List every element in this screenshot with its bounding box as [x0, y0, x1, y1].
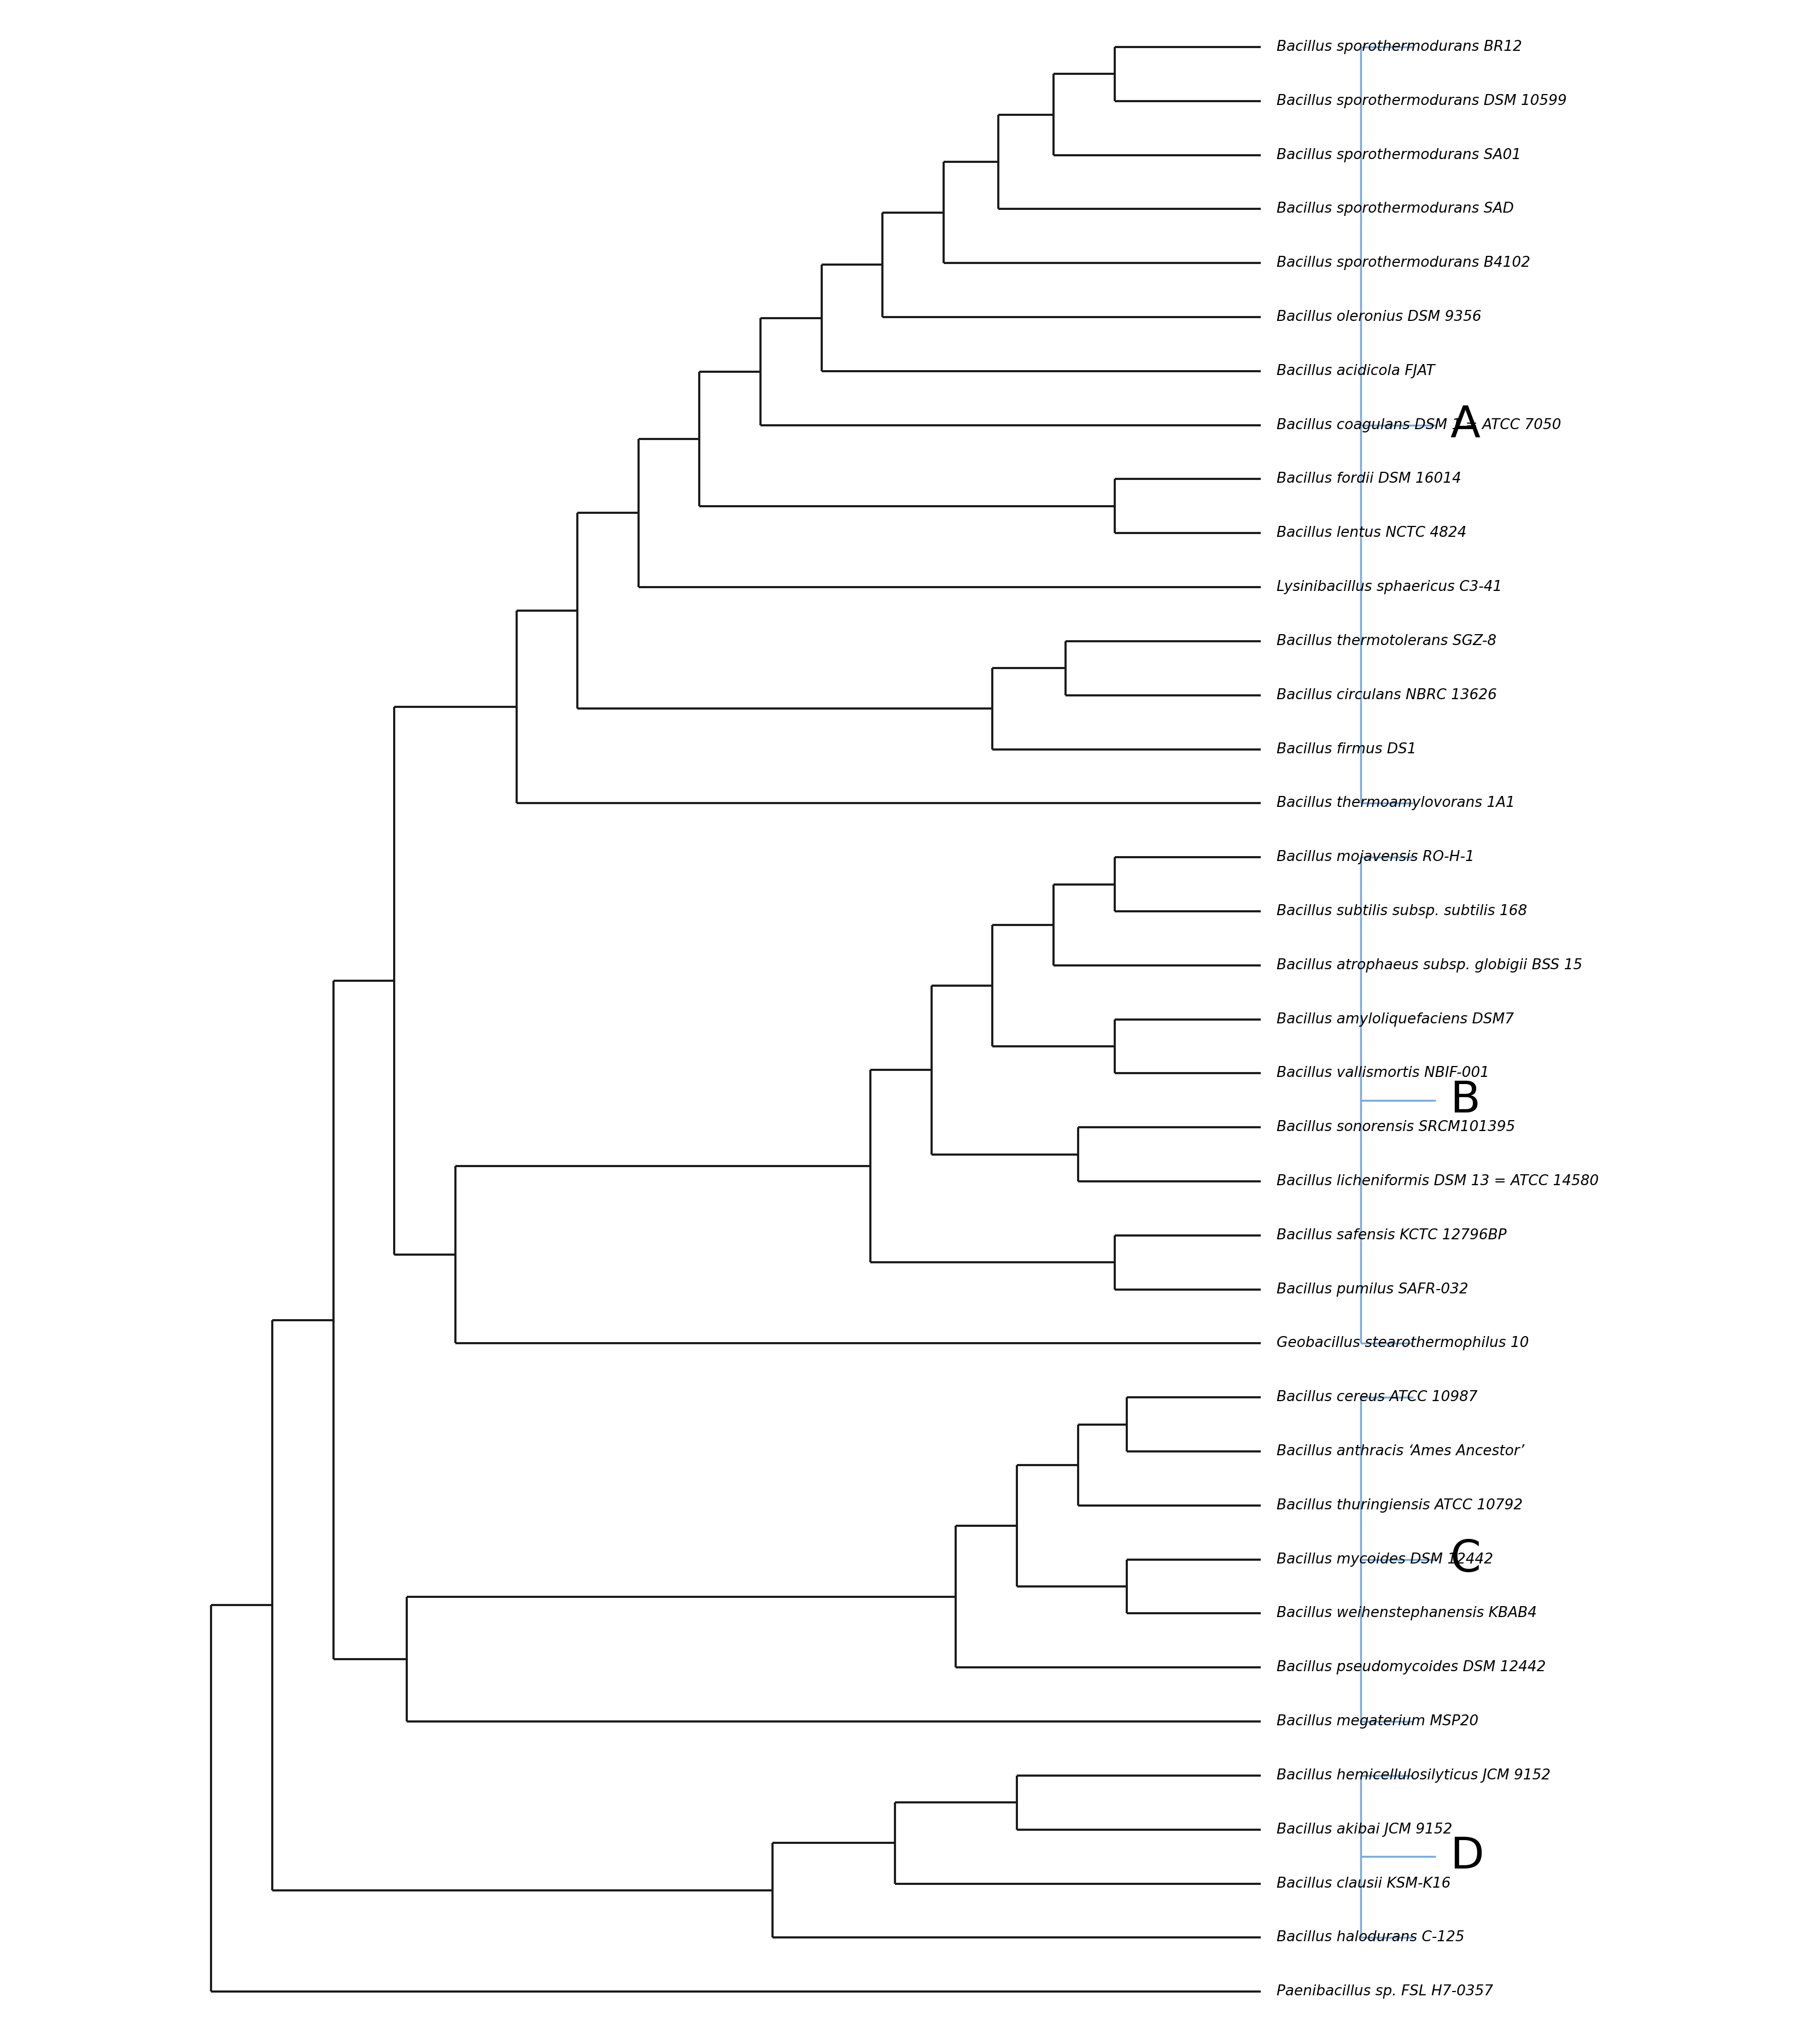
Text: Bacillus licheniformis DSM 13 = ATCC 14580: Bacillus licheniformis DSM 13 = ATCC 145…: [1277, 1173, 1598, 1188]
Text: Bacillus mycoides DSM 12442: Bacillus mycoides DSM 12442: [1277, 1551, 1493, 1566]
Text: Bacillus sporothermodurans DSM 10599: Bacillus sporothermodurans DSM 10599: [1277, 94, 1567, 108]
Text: Bacillus sporothermodurans SAD: Bacillus sporothermodurans SAD: [1277, 202, 1515, 217]
Text: Bacillus sporothermodurans B4102: Bacillus sporothermodurans B4102: [1277, 256, 1531, 270]
Text: Bacillus amyloliquefaciens DSM7: Bacillus amyloliquefaciens DSM7: [1277, 1012, 1515, 1026]
Text: Bacillus coagulans DSM 1 = ATCC 7050: Bacillus coagulans DSM 1 = ATCC 7050: [1277, 419, 1562, 431]
Text: B: B: [1449, 1079, 1480, 1122]
Text: Bacillus akibai JCM 9152: Bacillus akibai JCM 9152: [1277, 1823, 1453, 1838]
Text: Bacillus subtilis subsp. subtilis 168: Bacillus subtilis subsp. subtilis 168: [1277, 903, 1527, 918]
Text: Paenibacillus sp. FSL H7-0357: Paenibacillus sp. FSL H7-0357: [1277, 1985, 1493, 1999]
Text: Bacillus anthracis ‘Ames Ancestor’: Bacillus anthracis ‘Ames Ancestor’: [1277, 1445, 1524, 1459]
Text: Bacillus thermoamylovorans 1A1: Bacillus thermoamylovorans 1A1: [1277, 795, 1515, 809]
Text: Bacillus circulans NBRC 13626: Bacillus circulans NBRC 13626: [1277, 689, 1497, 703]
Text: Bacillus sporothermodurans SA01: Bacillus sporothermodurans SA01: [1277, 147, 1522, 161]
Text: D: D: [1449, 1836, 1484, 1878]
Text: Bacillus thermotolerans SGZ-8: Bacillus thermotolerans SGZ-8: [1277, 634, 1497, 648]
Text: Bacillus vallismortis NBIF-001: Bacillus vallismortis NBIF-001: [1277, 1067, 1489, 1081]
Text: Bacillus pseudomycoides DSM 12442: Bacillus pseudomycoides DSM 12442: [1277, 1660, 1546, 1674]
Text: Bacillus thuringiensis ATCC 10792: Bacillus thuringiensis ATCC 10792: [1277, 1498, 1524, 1513]
Text: Bacillus mojavensis RO-H-1: Bacillus mojavensis RO-H-1: [1277, 850, 1475, 865]
Text: Bacillus fordii DSM 16014: Bacillus fordii DSM 16014: [1277, 472, 1462, 486]
Text: Bacillus sporothermodurans BR12: Bacillus sporothermodurans BR12: [1277, 41, 1522, 53]
Text: Bacillus halodurans C-125: Bacillus halodurans C-125: [1277, 1930, 1464, 1944]
Text: Bacillus sonorensis SRCM101395: Bacillus sonorensis SRCM101395: [1277, 1120, 1515, 1134]
Text: Bacillus oleronius DSM 9356: Bacillus oleronius DSM 9356: [1277, 311, 1482, 325]
Text: A: A: [1449, 405, 1480, 446]
Text: C: C: [1449, 1539, 1480, 1580]
Text: Geobacillus stearothermophilus 10: Geobacillus stearothermophilus 10: [1277, 1337, 1529, 1351]
Text: Bacillus safensis KCTC 12796BP: Bacillus safensis KCTC 12796BP: [1277, 1228, 1507, 1243]
Text: Bacillus hemicellulosilyticus JCM 9152: Bacillus hemicellulosilyticus JCM 9152: [1277, 1768, 1551, 1782]
Text: Lysinibacillus sphaericus C3-41: Lysinibacillus sphaericus C3-41: [1277, 580, 1502, 595]
Text: Bacillus firmus DS1: Bacillus firmus DS1: [1277, 742, 1417, 756]
Text: Bacillus cereus ATCC 10987: Bacillus cereus ATCC 10987: [1277, 1390, 1478, 1404]
Text: Bacillus pumilus SAFR-032: Bacillus pumilus SAFR-032: [1277, 1282, 1469, 1296]
Text: Bacillus lentus NCTC 4824: Bacillus lentus NCTC 4824: [1277, 525, 1468, 540]
Text: Bacillus megaterium MSP20: Bacillus megaterium MSP20: [1277, 1715, 1478, 1729]
Text: Bacillus clausii KSM-K16: Bacillus clausii KSM-K16: [1277, 1876, 1451, 1891]
Text: Bacillus weihenstephanensis KBAB4: Bacillus weihenstephanensis KBAB4: [1277, 1607, 1536, 1621]
Text: Bacillus atrophaeus subsp. globigii BSS 15: Bacillus atrophaeus subsp. globigii BSS …: [1277, 959, 1582, 973]
Text: Bacillus acidicola FJAT: Bacillus acidicola FJAT: [1277, 364, 1435, 378]
